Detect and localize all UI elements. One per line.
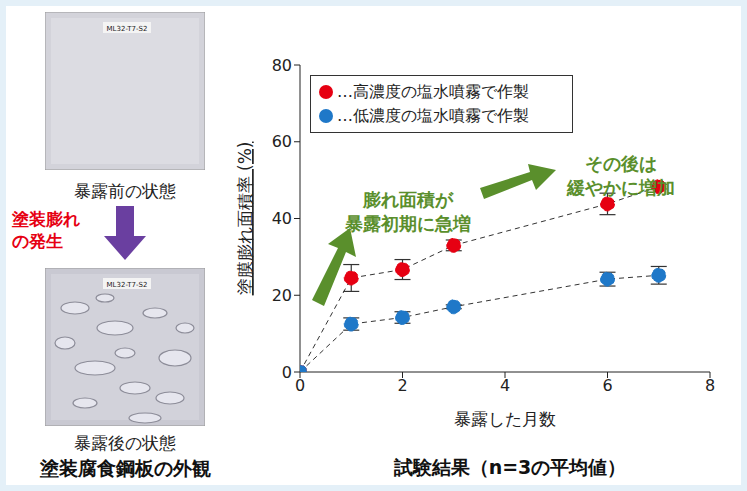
svg-text:2: 2 — [397, 376, 407, 395]
svg-text:ML32-T7-S2: ML32-T7-S2 — [107, 281, 148, 289]
svg-text:40: 40 — [272, 209, 292, 228]
html-text:その後は: その後は — [585, 153, 657, 174]
svg-text:0: 0 — [295, 376, 305, 395]
svg-text:暴露した月数: 暴露した月数 — [454, 409, 556, 429]
html-text:塗装膨れ: 塗装膨れ — [12, 209, 80, 229]
svg-text:4: 4 — [500, 376, 510, 395]
svg-text:8: 8 — [705, 376, 715, 395]
svg-text:80: 80 — [272, 56, 292, 75]
html-text:…低濃度の塩水噴霧で作製: …低濃度の塩水噴霧で作製 — [337, 105, 529, 125]
svg-text:60: 60 — [272, 132, 292, 151]
html-text:暴露初期に急増: 暴露初期に急増 — [345, 213, 471, 234]
html-text:膨れ面積が: 膨れ面積が — [363, 189, 453, 210]
svg-text:ML32-T7-S2: ML32-T7-S2 — [107, 25, 148, 33]
html-text:暴露後の状態: 暴露後の状態 — [74, 433, 176, 453]
html-text:の発生: の発生 — [12, 231, 63, 251]
html-text:試験結果（n=3の平均値）: 試験結果（n=3の平均値） — [393, 456, 627, 478]
svg-text:20: 20 — [272, 286, 292, 305]
html-text:…高濃度の塩水噴霧で作製: …高濃度の塩水噴霧で作製 — [337, 81, 529, 101]
svg-text:0: 0 — [282, 363, 292, 382]
svg-text:6: 6 — [602, 376, 612, 395]
html-text:暴露前の状態: 暴露前の状態 — [74, 181, 176, 201]
html-text:緩やかに増加: 緩やかに増加 — [567, 177, 675, 198]
svg-text:塗膜膨れ面積率 (%): 塗膜膨れ面積率 (%) — [235, 142, 255, 296]
html-text:塗装腐食鋼板の外観: 塗装腐食鋼板の外観 — [39, 457, 211, 479]
